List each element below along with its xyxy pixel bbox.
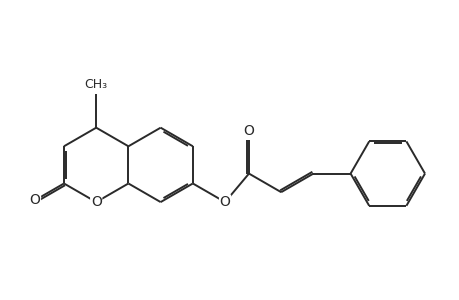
Text: O: O xyxy=(219,195,230,209)
Text: O: O xyxy=(90,195,101,209)
Text: O: O xyxy=(243,124,254,138)
Text: CH₃: CH₃ xyxy=(84,78,107,91)
Text: O: O xyxy=(29,193,40,207)
